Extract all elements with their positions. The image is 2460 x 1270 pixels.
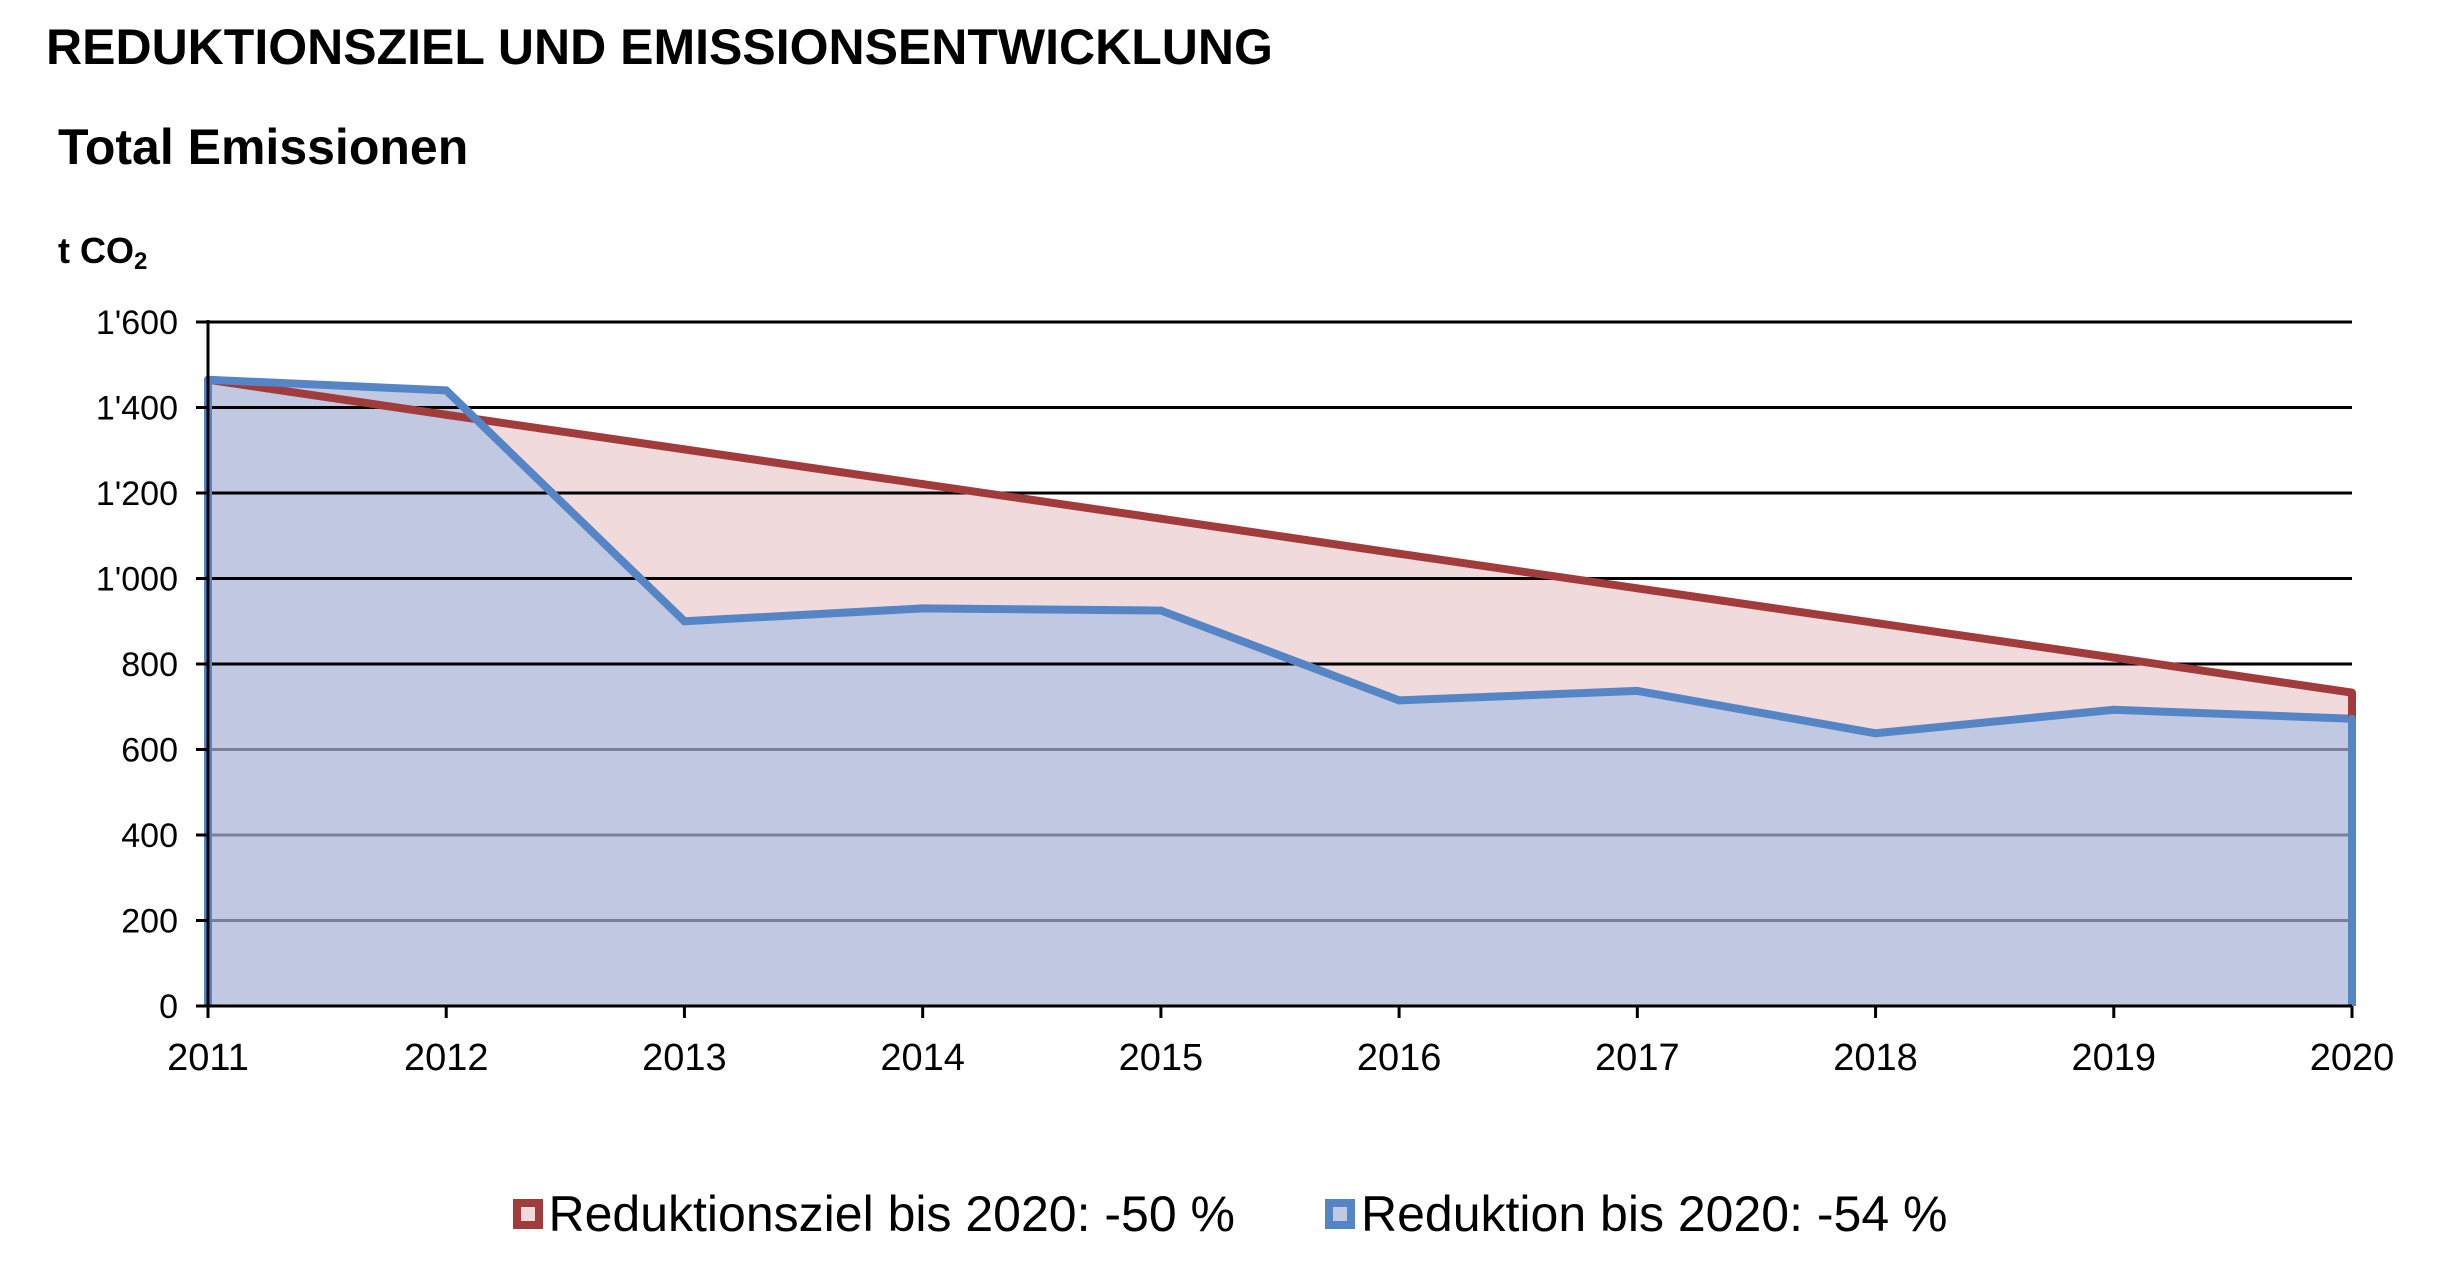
point-target-2020 [2348, 688, 2356, 697]
line-actual [204, 375, 2356, 1006]
y-tick-label-600: 600 [121, 732, 178, 770]
point-actual-2020 [2348, 714, 2356, 723]
x-tick-label-2019: 2019 [2072, 1037, 2157, 1079]
legend-item-actual: Reduktion bis 2020: -54 % [1325, 1185, 1947, 1243]
y-axis-unit-text: t CO [58, 230, 134, 271]
x-tick-label-2018: 2018 [1833, 1037, 1918, 1079]
point-target-2019 [2109, 653, 2118, 662]
point-target-2016 [1395, 549, 1404, 558]
point-actual-2017 [1633, 686, 1642, 695]
point-target-2014 [918, 480, 927, 489]
legend-label-target: Reduktionsziel bis 2020: -50 % [548, 1186, 1236, 1242]
line-target [207, 375, 2353, 697]
y-tick-label-200: 200 [121, 903, 178, 941]
point-actual-2016 [1395, 696, 1404, 705]
point-target-2013 [680, 445, 689, 454]
y-tick-label-1000: 1'000 [96, 561, 178, 599]
legend-swatch-target [512, 1199, 543, 1229]
legend-swatch-actual [1325, 1199, 1355, 1229]
point-actual-2012 [442, 386, 451, 395]
y-tick-label-800: 800 [121, 646, 178, 684]
point-target-2017 [1633, 584, 1642, 593]
chart-title: Total Emissionen [58, 119, 469, 175]
y-tick-label-1600: 1'600 [96, 304, 178, 342]
page-heading: REDUKTIONSZIEL UND EMISSIONSENTWICKLUNG [46, 19, 1273, 75]
x-tick-label-2014: 2014 [880, 1037, 965, 1079]
legend-item-target: Reduktionsziel bis 2020: -50 % [512, 1185, 1236, 1243]
point-actual-2019 [2109, 705, 2118, 714]
point-actual-2014 [918, 604, 927, 613]
emissions-chart: 0 200 400 600 800 1'000 1'200 1'400 1'600 2011 201… [96, 304, 2395, 1079]
point-actual-2013 [680, 617, 689, 626]
x-tick-label-2015: 2015 [1119, 1037, 1204, 1079]
point-target-2018 [1871, 618, 1880, 627]
y-axis-unit: t CO2 [58, 230, 147, 276]
area-actual [208, 379, 2352, 1006]
legend-label-actual: Reduktion bis 2020: -54 % [1361, 1186, 1948, 1242]
y-tick-label-0: 0 [159, 988, 178, 1026]
x-tick-label-2013: 2013 [642, 1037, 727, 1079]
legend: Reduktionsziel bis 2020: -50 % Reduktion… [0, 1185, 2460, 1243]
point-actual-2018 [1871, 729, 1880, 738]
x-tick-label-2012: 2012 [404, 1037, 489, 1079]
x-tick-label-2011: 2011 [167, 1037, 249, 1079]
x-tick-label-2020: 2020 [2310, 1037, 2395, 1079]
y-tick-label-1200: 1'200 [96, 475, 178, 513]
y-tick-label-400: 400 [121, 817, 178, 855]
point-actual-2015 [1156, 606, 1165, 615]
y-tick-label-1400: 1'400 [96, 390, 178, 428]
point-target-2015 [1156, 514, 1165, 523]
x-tick-label-2016: 2016 [1357, 1037, 1442, 1079]
point-target-2012 [442, 410, 451, 419]
y-axis-unit-subscript: 2 [134, 248, 148, 275]
x-tick-label-2017: 2017 [1595, 1037, 1680, 1079]
